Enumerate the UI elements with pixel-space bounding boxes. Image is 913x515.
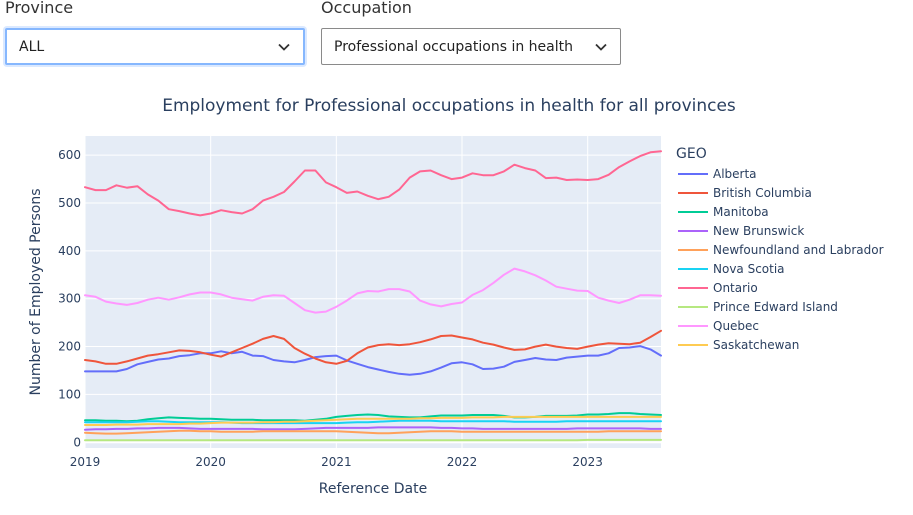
legend-item-ontario[interactable]: Ontario: [678, 281, 758, 295]
y-axis-ticks: 0 100 200 300 400 500 600: [58, 148, 81, 449]
legend-label: Saskatchewan: [713, 338, 799, 352]
legend-item-new-brunswick[interactable]: New Brunswick: [678, 224, 804, 238]
x-tick-label: 2019: [70, 455, 101, 469]
x-tick-label: 2023: [572, 455, 603, 469]
plot-background: [85, 136, 661, 448]
legend-item-newfoundland-and-labrador[interactable]: Newfoundland and Labrador: [678, 243, 884, 257]
series-line-newfoundland-and-labrador: [84, 429, 662, 435]
legend-label: Alberta: [713, 167, 757, 181]
chevron-down-icon: [277, 40, 291, 54]
y-axis-label: Number of Employed Persons: [28, 188, 44, 395]
series-lines: [84, 150, 662, 442]
y-tick-label: 300: [58, 292, 81, 306]
legend-title: GEO: [676, 146, 707, 162]
province-select-value: ALL: [19, 38, 45, 55]
series-line-alberta: [84, 345, 662, 376]
y-tick-label: 600: [58, 148, 81, 162]
legend-item-saskatchewan[interactable]: Saskatchewan: [678, 338, 799, 352]
legend-label: Manitoba: [713, 205, 769, 219]
y-tick-label: 200: [58, 340, 81, 354]
legend-item-prince-edward-island[interactable]: Prince Edward Island: [678, 300, 838, 314]
grid-lines: [84, 136, 661, 448]
chart-title: Employment for Professional occupations …: [162, 96, 736, 116]
legend-item-british-columbia[interactable]: British Columbia: [678, 186, 812, 200]
legend-label: British Columbia: [713, 186, 812, 200]
legend-label: Nova Scotia: [713, 262, 785, 276]
legend-item-quebec[interactable]: Quebec: [678, 319, 759, 333]
y-tick-label: 100: [58, 387, 81, 401]
x-axis-label: Reference Date: [319, 481, 427, 497]
y-tick-label: 0: [73, 435, 81, 449]
x-axis-ticks: 2019 2020 2021 2022 2023: [70, 455, 603, 469]
series-line-ontario: [84, 150, 662, 217]
legend-item-manitoba[interactable]: Manitoba: [678, 205, 769, 219]
series-line-new-brunswick: [84, 426, 662, 431]
legend-item-alberta[interactable]: Alberta: [678, 167, 757, 181]
occupation-select-value: Professional occupations in health: [334, 38, 573, 55]
province-select[interactable]: ALL: [5, 28, 305, 65]
legend-label: Quebec: [713, 319, 759, 333]
y-tick-label: 500: [58, 196, 81, 210]
series-line-saskatchewan: [84, 415, 662, 426]
chevron-down-icon: [594, 40, 608, 54]
x-tick-label: 2020: [195, 455, 226, 469]
legend-label: Ontario: [713, 281, 758, 295]
x-tick-label: 2021: [321, 455, 352, 469]
x-tick-label: 2022: [447, 455, 478, 469]
legend-label: New Brunswick: [713, 224, 804, 238]
series-line-british-columbia: [84, 329, 662, 365]
occupation-select[interactable]: Professional occupations in health: [321, 28, 621, 65]
legend-label: Prince Edward Island: [713, 300, 838, 314]
y-tick-label: 400: [58, 244, 81, 258]
legend[interactable]: GEO Alberta British Columbia Manitoba New B…: [676, 146, 884, 352]
series-line-nova-scotia: [84, 419, 662, 425]
legend-label: Newfoundland and Labrador: [713, 243, 884, 257]
legend-item-nova-scotia[interactable]: Nova Scotia: [678, 262, 785, 276]
series-line-quebec: [84, 267, 662, 314]
occupation-label: Occupation: [321, 0, 412, 17]
series-line-manitoba: [84, 412, 662, 423]
province-label: Province: [5, 0, 74, 17]
